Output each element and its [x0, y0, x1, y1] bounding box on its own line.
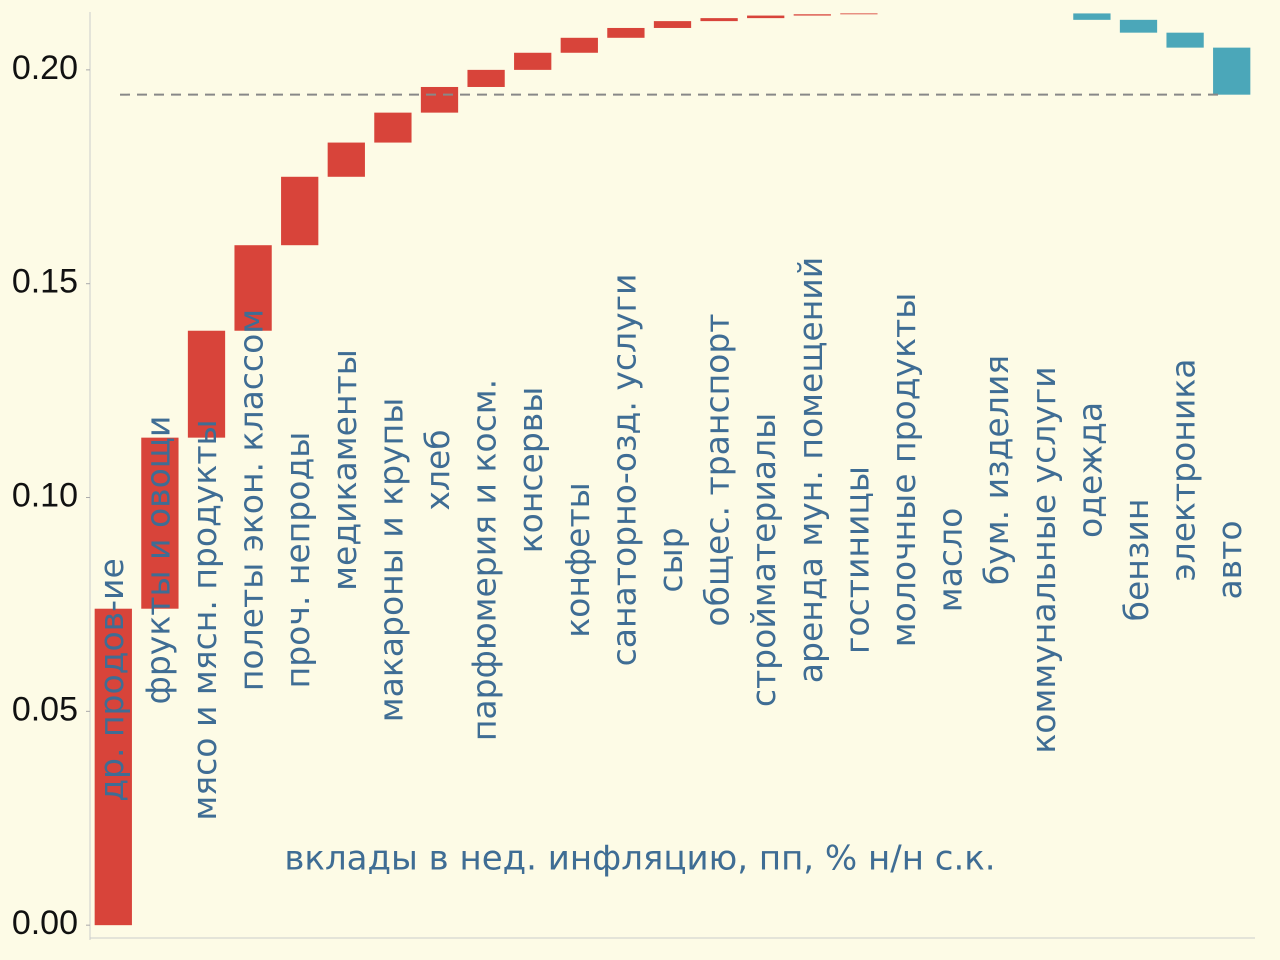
bar	[327, 142, 365, 177]
bar	[141, 437, 179, 609]
bar	[514, 52, 552, 70]
x-tick-label: макароны и крупы	[371, 398, 410, 723]
x-tick-label: гостиницы	[837, 466, 876, 654]
x-tick-label: бум. изделия	[977, 355, 1016, 585]
x-tick-label: мясо и мясн. продукты	[185, 419, 224, 820]
y-tick-label: 0.00	[12, 904, 78, 942]
y-tick-label: 0.05	[12, 690, 78, 728]
bar	[467, 69, 505, 87]
x-tick-label: сыр	[651, 527, 690, 592]
y-tick-label: 0.15	[12, 263, 78, 301]
x-tick-label: хлеб	[418, 429, 457, 510]
bar	[420, 86, 459, 113]
bar	[374, 112, 412, 143]
bar	[1166, 32, 1204, 48]
bar	[653, 21, 692, 28]
y-tick-label: 0.10	[12, 477, 78, 515]
bar	[1119, 19, 1158, 33]
bar	[187, 330, 226, 438]
x-tick-label: авто	[1210, 520, 1249, 599]
annotation: вклады в нед. инфляцию, пп, % н/н с.к.	[284, 839, 995, 879]
x-tick-label: фрукты и овощи	[138, 416, 177, 705]
x-tick-label: одежда	[1070, 402, 1109, 538]
bar	[747, 15, 785, 19]
bar	[607, 27, 645, 38]
x-tick-label: конфеты	[558, 482, 597, 638]
x-tick-label: медикаменты	[325, 349, 364, 591]
x-tick-label: аренда мун. помещений	[791, 257, 830, 683]
x-tick-label: полеты экон. классом	[232, 309, 271, 691]
bar	[1073, 13, 1111, 20]
x-tick-label: консервы	[511, 387, 550, 554]
bar	[840, 13, 878, 15]
x-tick-label: санаторно-озд. услуги	[604, 274, 643, 667]
bar	[1213, 47, 1251, 95]
bar	[700, 18, 738, 22]
x-tick-label: общес. транспорт	[698, 313, 737, 626]
x-tick-label: масло	[931, 508, 970, 613]
x-tick-label: электроника	[1164, 359, 1203, 582]
x-tick-label: молочные продукты	[884, 293, 923, 648]
bar	[560, 37, 598, 53]
bar	[281, 176, 319, 246]
x-tick-label: парфюмерия и косм.	[465, 379, 504, 741]
x-tick-label: др. продов-ие	[92, 558, 131, 802]
bar	[94, 608, 132, 926]
x-tick-label: коммунальные услуги	[1024, 366, 1063, 753]
bar	[234, 245, 272, 331]
x-tick-label: проч. непроды	[278, 432, 317, 689]
x-tick-label: бензин	[1117, 499, 1156, 622]
bar	[793, 14, 831, 16]
y-tick-label: 0.20	[12, 49, 78, 87]
x-tick-label: стройматериалы	[744, 413, 783, 707]
